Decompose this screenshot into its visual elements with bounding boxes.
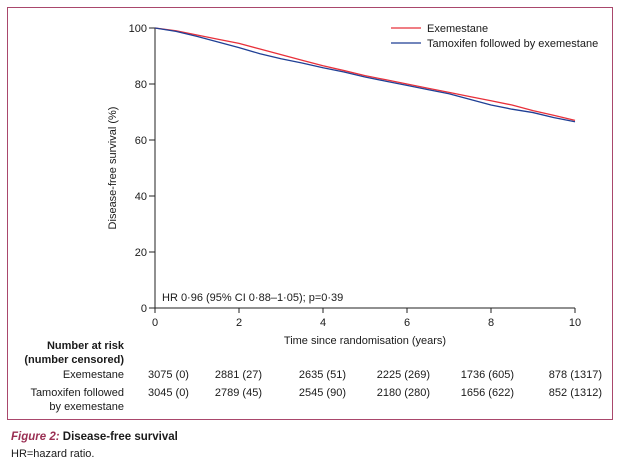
risk-table-subtitle: (number censored) <box>24 354 124 366</box>
y-tick-label: 0 <box>141 303 147 315</box>
figure-label: Figure 2: <box>11 431 60 443</box>
legend-label-1: Tamoxifen followed by exemestane <box>427 38 598 50</box>
risk-value: 3075 (0) <box>148 369 189 381</box>
x-tick-label: 2 <box>236 317 242 329</box>
x-tick-label: 4 <box>320 317 326 329</box>
risk-row-label-0: Exemestane <box>63 369 124 381</box>
hr-annotation: HR 0·96 (95% CI 0·88–1·05); p=0·39 <box>162 292 343 304</box>
risk-table: Number at risk (number censored) Exemestan… <box>24 340 602 413</box>
x-tick-label: 8 <box>488 317 494 329</box>
legend-label-0: Exemestane <box>427 23 488 35</box>
x-axis-title: Time since randomisation (years) <box>284 335 446 347</box>
risk-table-title: Number at risk <box>47 340 125 352</box>
x-tick-label: 10 <box>569 317 581 329</box>
y-tick-label: 80 <box>135 79 147 91</box>
risk-value: 2545 (90) <box>299 387 346 399</box>
figure-title: Disease-free survival <box>62 431 178 443</box>
x-tick-label: 0 <box>152 317 158 329</box>
risk-row-label-1: Tamoxifen followed <box>30 387 124 399</box>
risk-value: 2180 (280) <box>377 387 430 399</box>
risk-value: 852 (1312) <box>549 387 602 399</box>
risk-value: 3045 (0) <box>148 387 189 399</box>
y-tick-label: 100 <box>129 23 147 35</box>
risk-row-label-1: by exemestane <box>49 401 124 413</box>
x-tick-label: 6 <box>404 317 410 329</box>
risk-value: 2225 (269) <box>377 369 430 381</box>
risk-value: 2881 (27) <box>215 369 262 381</box>
series-line-1 <box>154 27 576 123</box>
risk-value: 2635 (51) <box>299 369 346 381</box>
axes: 0 20 40 60 80 100 0 2 4 6 8 10 Time since randomisat… <box>107 23 581 347</box>
y-tick-label: 20 <box>135 247 147 259</box>
series-line-0 <box>154 27 576 122</box>
y-tick-label: 40 <box>135 191 147 203</box>
risk-value: 1656 (622) <box>461 387 514 399</box>
risk-value: 1736 (605) <box>461 369 514 381</box>
figure-note: HR=hazard ratio. <box>11 448 95 460</box>
legend: Exemestane Tamoxifen followed by exemesta… <box>391 23 598 50</box>
series-lines <box>154 27 576 123</box>
figure-panel <box>7 7 613 420</box>
figure-caption: Figure 2: Disease-free survival <box>11 431 178 443</box>
risk-value: 878 (1317) <box>549 369 602 381</box>
y-axis-title: Disease-free survival (%) <box>107 107 119 230</box>
y-tick-label: 60 <box>135 135 147 147</box>
risk-value: 2789 (45) <box>215 387 262 399</box>
